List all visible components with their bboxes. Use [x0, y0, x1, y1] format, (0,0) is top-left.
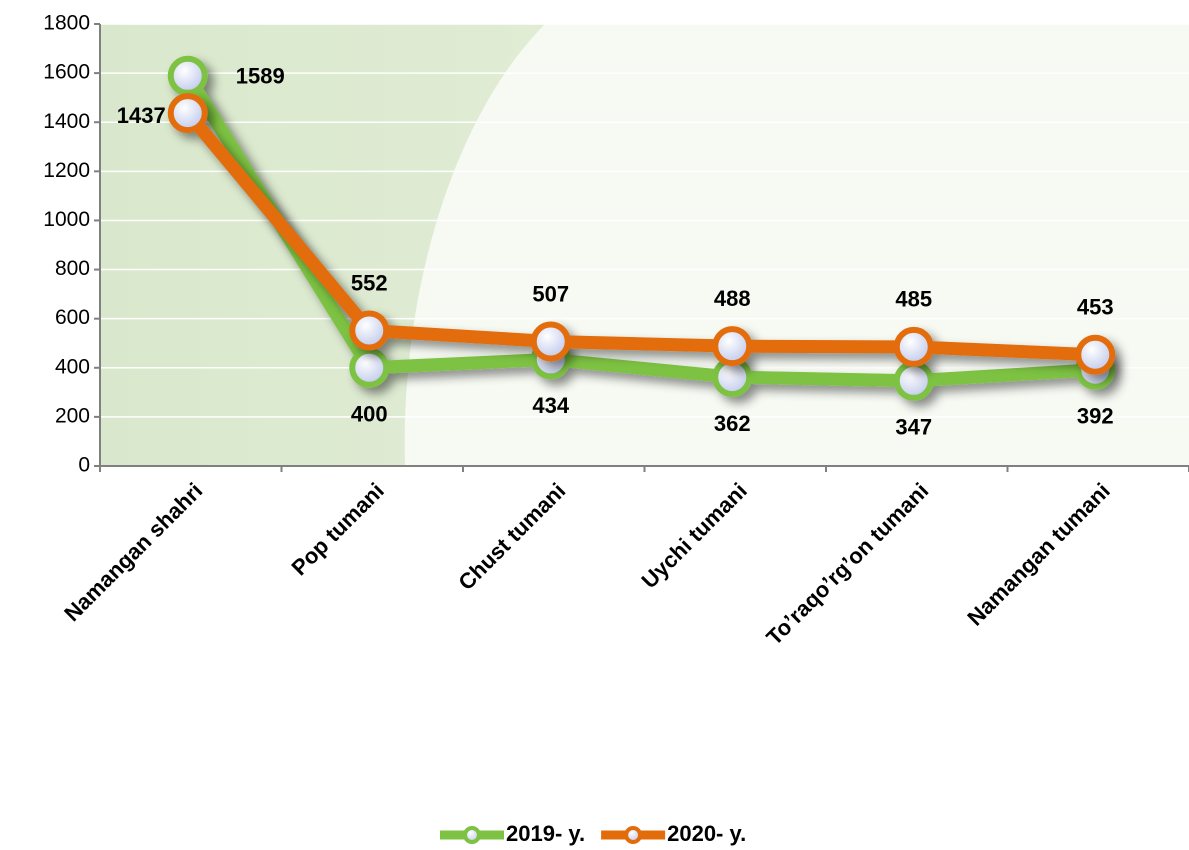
data-label: 453 [1077, 295, 1114, 320]
y-tick-label: 800 [55, 257, 90, 280]
marker [167, 55, 208, 96]
data-label: 1437 [117, 103, 166, 128]
marker [893, 360, 934, 401]
marker [167, 93, 208, 134]
legend-marker [624, 826, 643, 844]
y-tick-label: 1600 [43, 61, 90, 84]
data-label: 552 [351, 270, 388, 295]
legend-item: 2019- y. [440, 821, 585, 846]
data-label: 507 [532, 281, 569, 306]
data-label: 347 [895, 415, 932, 440]
series-line [182, 72, 1096, 388]
data-label: 434 [532, 393, 569, 418]
marker [530, 321, 571, 362]
x-tick-label: To’raqo’rg’on tumani [761, 478, 933, 650]
marker [1075, 334, 1116, 375]
data-label: 485 [895, 287, 932, 312]
series-line [182, 108, 1096, 362]
y-tick-label: 1400 [43, 110, 90, 133]
y-tick-label: 200 [55, 404, 90, 427]
legend-label: 2019- y. [506, 821, 585, 846]
legend-label: 2020- y. [667, 821, 746, 846]
marker [893, 326, 934, 367]
y-tick-label: 0 [78, 454, 90, 477]
x-tick-label: Chust tumani [453, 478, 570, 595]
y-tick-label: 1800 [43, 12, 90, 35]
y-tick-label: 600 [55, 306, 90, 329]
y-tick-label: 1000 [43, 208, 90, 231]
y-tick-label: 1200 [43, 159, 90, 182]
plot-background [100, 24, 1189, 466]
y-tick-label: 400 [55, 355, 90, 378]
data-label: 1589 [236, 64, 285, 89]
data-label: 400 [351, 402, 388, 427]
data-label: 392 [1077, 404, 1114, 429]
legend-marker [463, 826, 481, 844]
data-label: 362 [714, 411, 751, 436]
marker [349, 310, 390, 351]
x-tick-label: Namangan shahri [59, 478, 207, 626]
marker [712, 326, 753, 367]
data-label: 488 [714, 286, 751, 311]
x-tick-label: Namangan tumani [962, 478, 1115, 631]
series [167, 93, 1116, 375]
x-tick-label: Pop tumani [287, 478, 389, 580]
x-tick-label: Uychi tumani [637, 478, 752, 593]
marker [349, 347, 390, 388]
legend-item: 2020- y. [601, 821, 746, 846]
